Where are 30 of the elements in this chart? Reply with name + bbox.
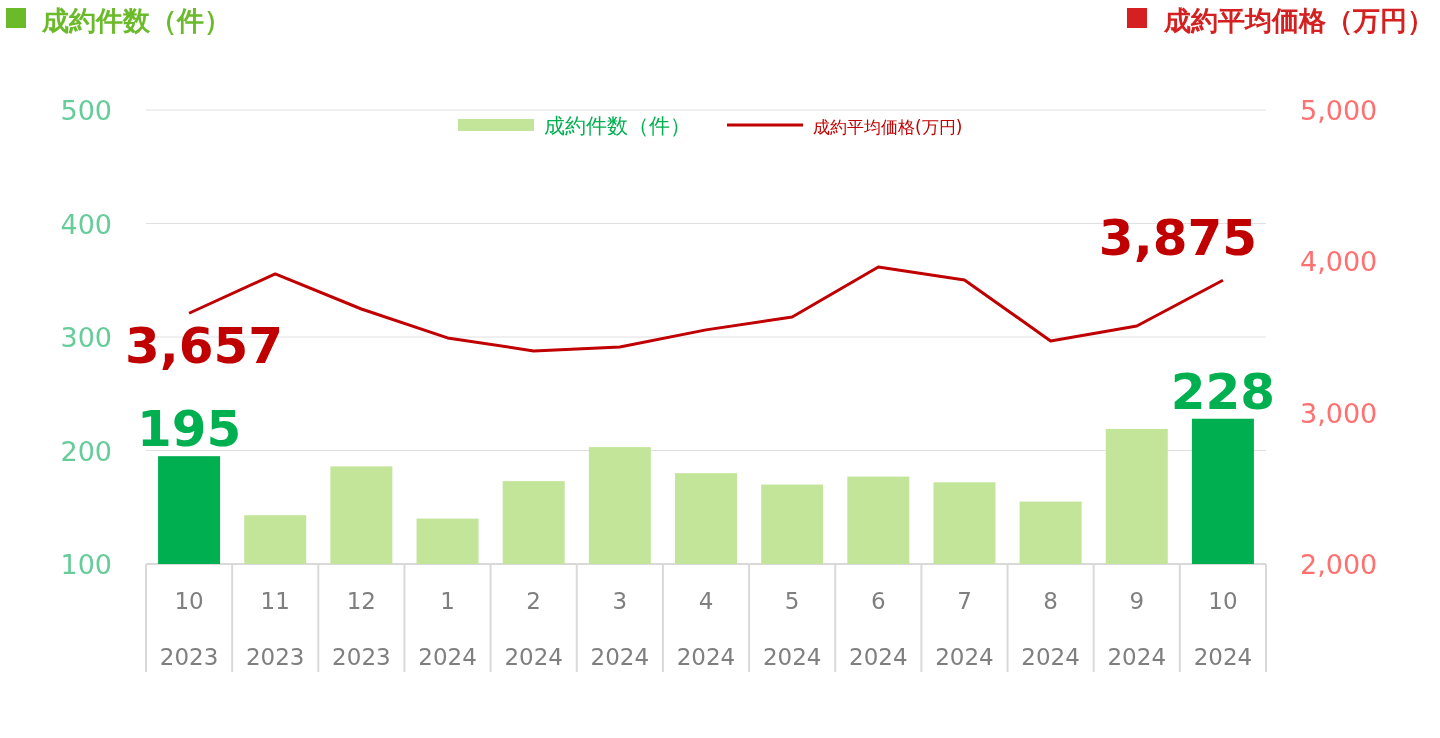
- category-label: 5 2024: [762, 588, 822, 670]
- data-label: 3,657: [125, 317, 284, 376]
- y2-tick-label: 3,000: [1300, 397, 1378, 429]
- y-tick-label: 500: [60, 95, 112, 126]
- data-label: 195: [136, 400, 242, 459]
- category-label: 9 2024: [1107, 588, 1167, 670]
- category-label: 4 2024: [676, 588, 736, 670]
- category-label: 12 2023: [332, 588, 391, 670]
- category-label: 1 2024: [418, 588, 477, 670]
- data-label: 228: [1170, 362, 1276, 421]
- category-label: 8 2024: [1021, 588, 1080, 670]
- category-label: 11 2023: [245, 588, 305, 670]
- data-label: 3,875: [1098, 209, 1257, 268]
- category-label: 10 2023: [159, 588, 219, 670]
- legend-label: 成約件数（件）: [544, 114, 691, 138]
- category-label: 3 2024: [590, 588, 650, 670]
- y2-tick-label: 2,000: [1300, 549, 1378, 580]
- y-tick-label: 300: [60, 322, 112, 353]
- y2-axis-title: 成約平均価格（万円）: [1163, 5, 1434, 36]
- category-label: 2 2024: [504, 588, 563, 670]
- y-tick-label: 200: [60, 435, 112, 467]
- category-label: 7 2024: [935, 588, 994, 670]
- category-label: 10 2024: [1193, 588, 1253, 670]
- y2-tick-label: 5,000: [1300, 95, 1378, 126]
- y-tick-label: 400: [60, 208, 112, 240]
- y2-tick-label: 4,000: [1300, 246, 1378, 278]
- y-tick-label: 100: [60, 549, 112, 580]
- legend-label: 成約平均価格(万円): [813, 117, 963, 137]
- y-axis-title: 成約件数（件）: [41, 5, 231, 36]
- category-label: 6 2024: [849, 588, 908, 670]
